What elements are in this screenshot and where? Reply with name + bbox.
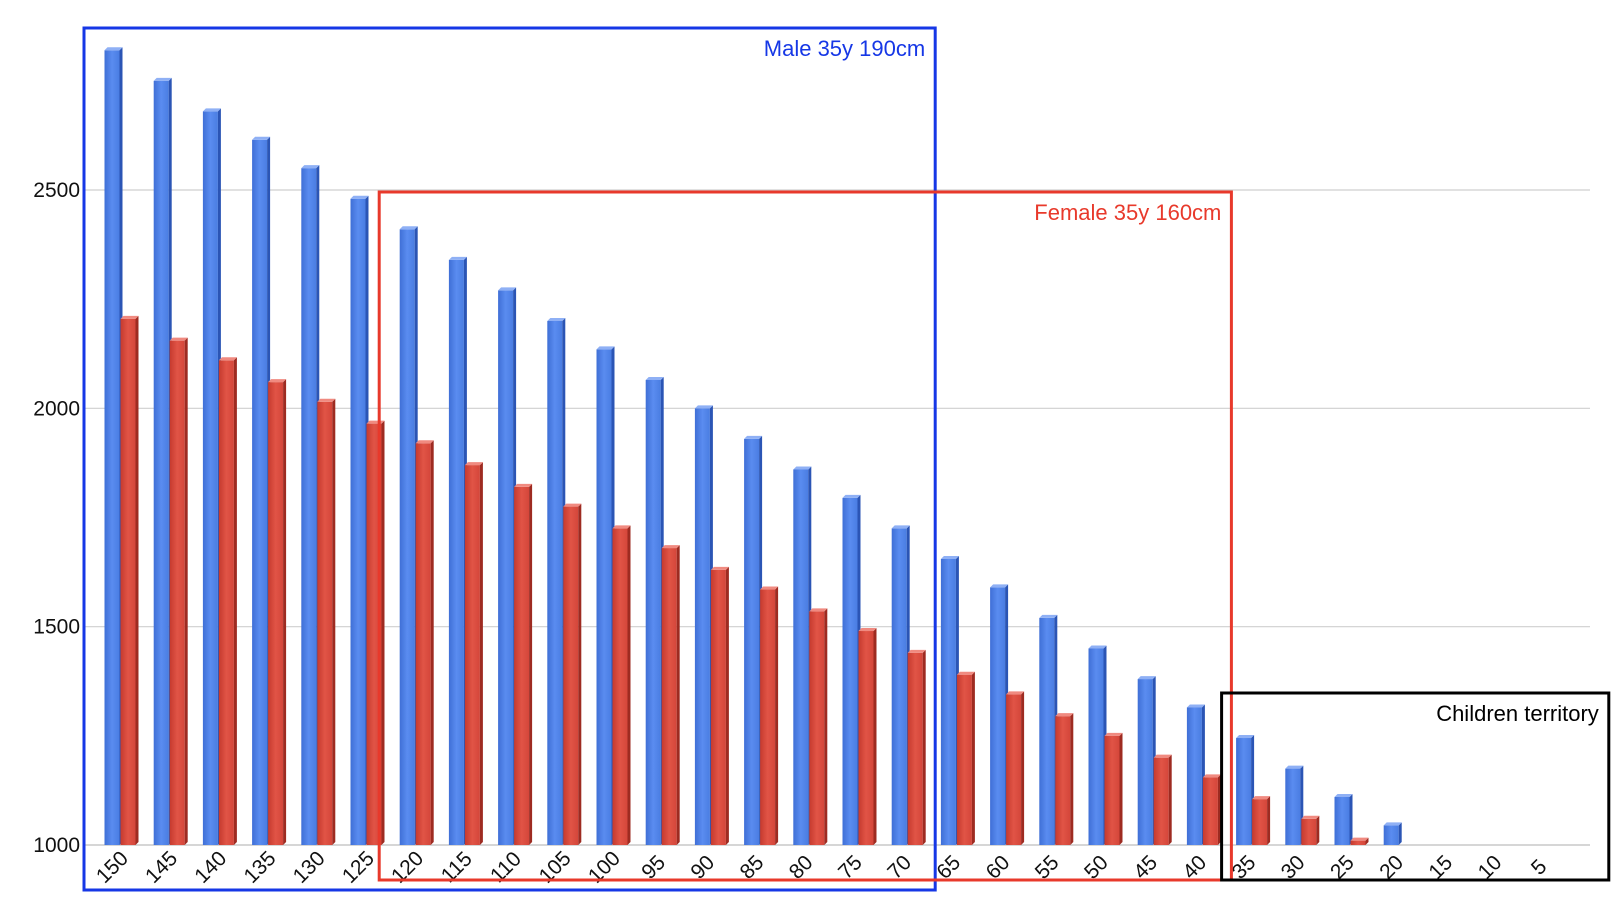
bar-female-105 (563, 503, 582, 845)
bar-female-35 (1252, 796, 1271, 845)
y-axis-ticks: 1000 1500 2000 2500 (33, 179, 80, 857)
bar-male-35 (1236, 735, 1255, 845)
bar-female-60 (1006, 691, 1025, 845)
y-tick-label: 2500 (33, 179, 80, 202)
bar-female-65 (956, 671, 975, 845)
x-tick-label: 125 (338, 847, 379, 888)
bar-female-55 (1055, 713, 1074, 845)
x-tick-label: 150 (92, 847, 133, 888)
bar-male-140 (202, 108, 221, 845)
bar-female-135 (268, 379, 287, 845)
annotation-label: Female 35y 160cm (1034, 200, 1221, 225)
bar-male-65 (940, 555, 959, 845)
x-tick-label: 135 (239, 847, 280, 888)
bar-female-85 (760, 586, 779, 845)
bar-female-45 (1153, 754, 1172, 845)
bar-female-70 (907, 649, 926, 845)
bar-male-120 (399, 226, 418, 846)
bar-female-100 (612, 525, 631, 845)
bar-male-105 (547, 318, 566, 845)
bar-male-90 (694, 405, 713, 845)
bar-male-85 (744, 435, 763, 845)
bar-female-145 (169, 337, 188, 845)
bar-male-70 (891, 525, 910, 845)
bar-female-150 (120, 315, 139, 846)
bar-male-50 (1088, 645, 1107, 845)
bar-female-80 (809, 608, 828, 845)
bar-male-135 (252, 136, 271, 846)
annotation-box: Children territory (1220, 691, 1611, 882)
bar-male-80 (793, 466, 812, 845)
bar-male-100 (596, 346, 615, 845)
bar-female-25 (1350, 837, 1369, 845)
x-tick-label: 100 (584, 847, 625, 888)
bar-female-75 (858, 628, 877, 845)
bar-male-20 (1383, 822, 1402, 845)
bar-female-30 (1301, 815, 1320, 845)
x-tick-label: 140 (190, 847, 231, 888)
bar-male-45 (1137, 676, 1156, 845)
annotation-box: Male 35y 190cm (82, 26, 937, 892)
bar-male-110 (498, 287, 517, 845)
bar-male-150 (104, 47, 123, 846)
bar-male-25 (1334, 793, 1353, 845)
bar-male-55 (1039, 614, 1058, 845)
bar-male-125 (350, 195, 369, 845)
bar-female-95 (661, 545, 680, 845)
bar-female-90 (710, 566, 729, 845)
x-tick-label: 120 (387, 847, 428, 888)
bar-male-95 (645, 376, 664, 845)
annotation-box: Female 35y 160cm (377, 190, 1233, 882)
bar-male-130 (301, 165, 320, 845)
bar-male-40 (1186, 704, 1205, 845)
x-tick-label: 5 (1527, 855, 1552, 880)
bar-female-40 (1202, 774, 1221, 845)
y-tick-label: 1000 (33, 834, 80, 857)
annotation-label: Children territory (1436, 701, 1599, 726)
x-axis-ticks: 150 145 140 135 130 125 120 115 110 105 100 95 90 85 8… (92, 847, 1552, 888)
bar-male-30 (1285, 765, 1304, 845)
y-tick-label: 1500 (33, 616, 80, 639)
bar-female-115 (464, 462, 483, 845)
bar-female-110 (514, 483, 533, 845)
bar-male-115 (448, 256, 467, 845)
bar-female-130 (317, 398, 336, 845)
annotations: Male 35y 190cm Female 35y 160cm Children t… (82, 26, 1611, 892)
bar-male-75 (842, 494, 861, 845)
x-tick-label: 145 (141, 847, 182, 888)
bar-male-145 (153, 77, 172, 846)
bar-female-125 (366, 420, 385, 845)
bar-female-140 (218, 357, 237, 845)
y-tick-label: 2000 (33, 397, 80, 420)
bar-male-60 (990, 584, 1009, 845)
x-tick-label: 130 (289, 847, 330, 888)
bar-female-120 (415, 440, 434, 845)
bars (104, 47, 1402, 846)
x-tick-label: 105 (535, 847, 576, 888)
bar-female-50 (1104, 732, 1123, 845)
annotation-label: Male 35y 190cm (764, 36, 925, 61)
